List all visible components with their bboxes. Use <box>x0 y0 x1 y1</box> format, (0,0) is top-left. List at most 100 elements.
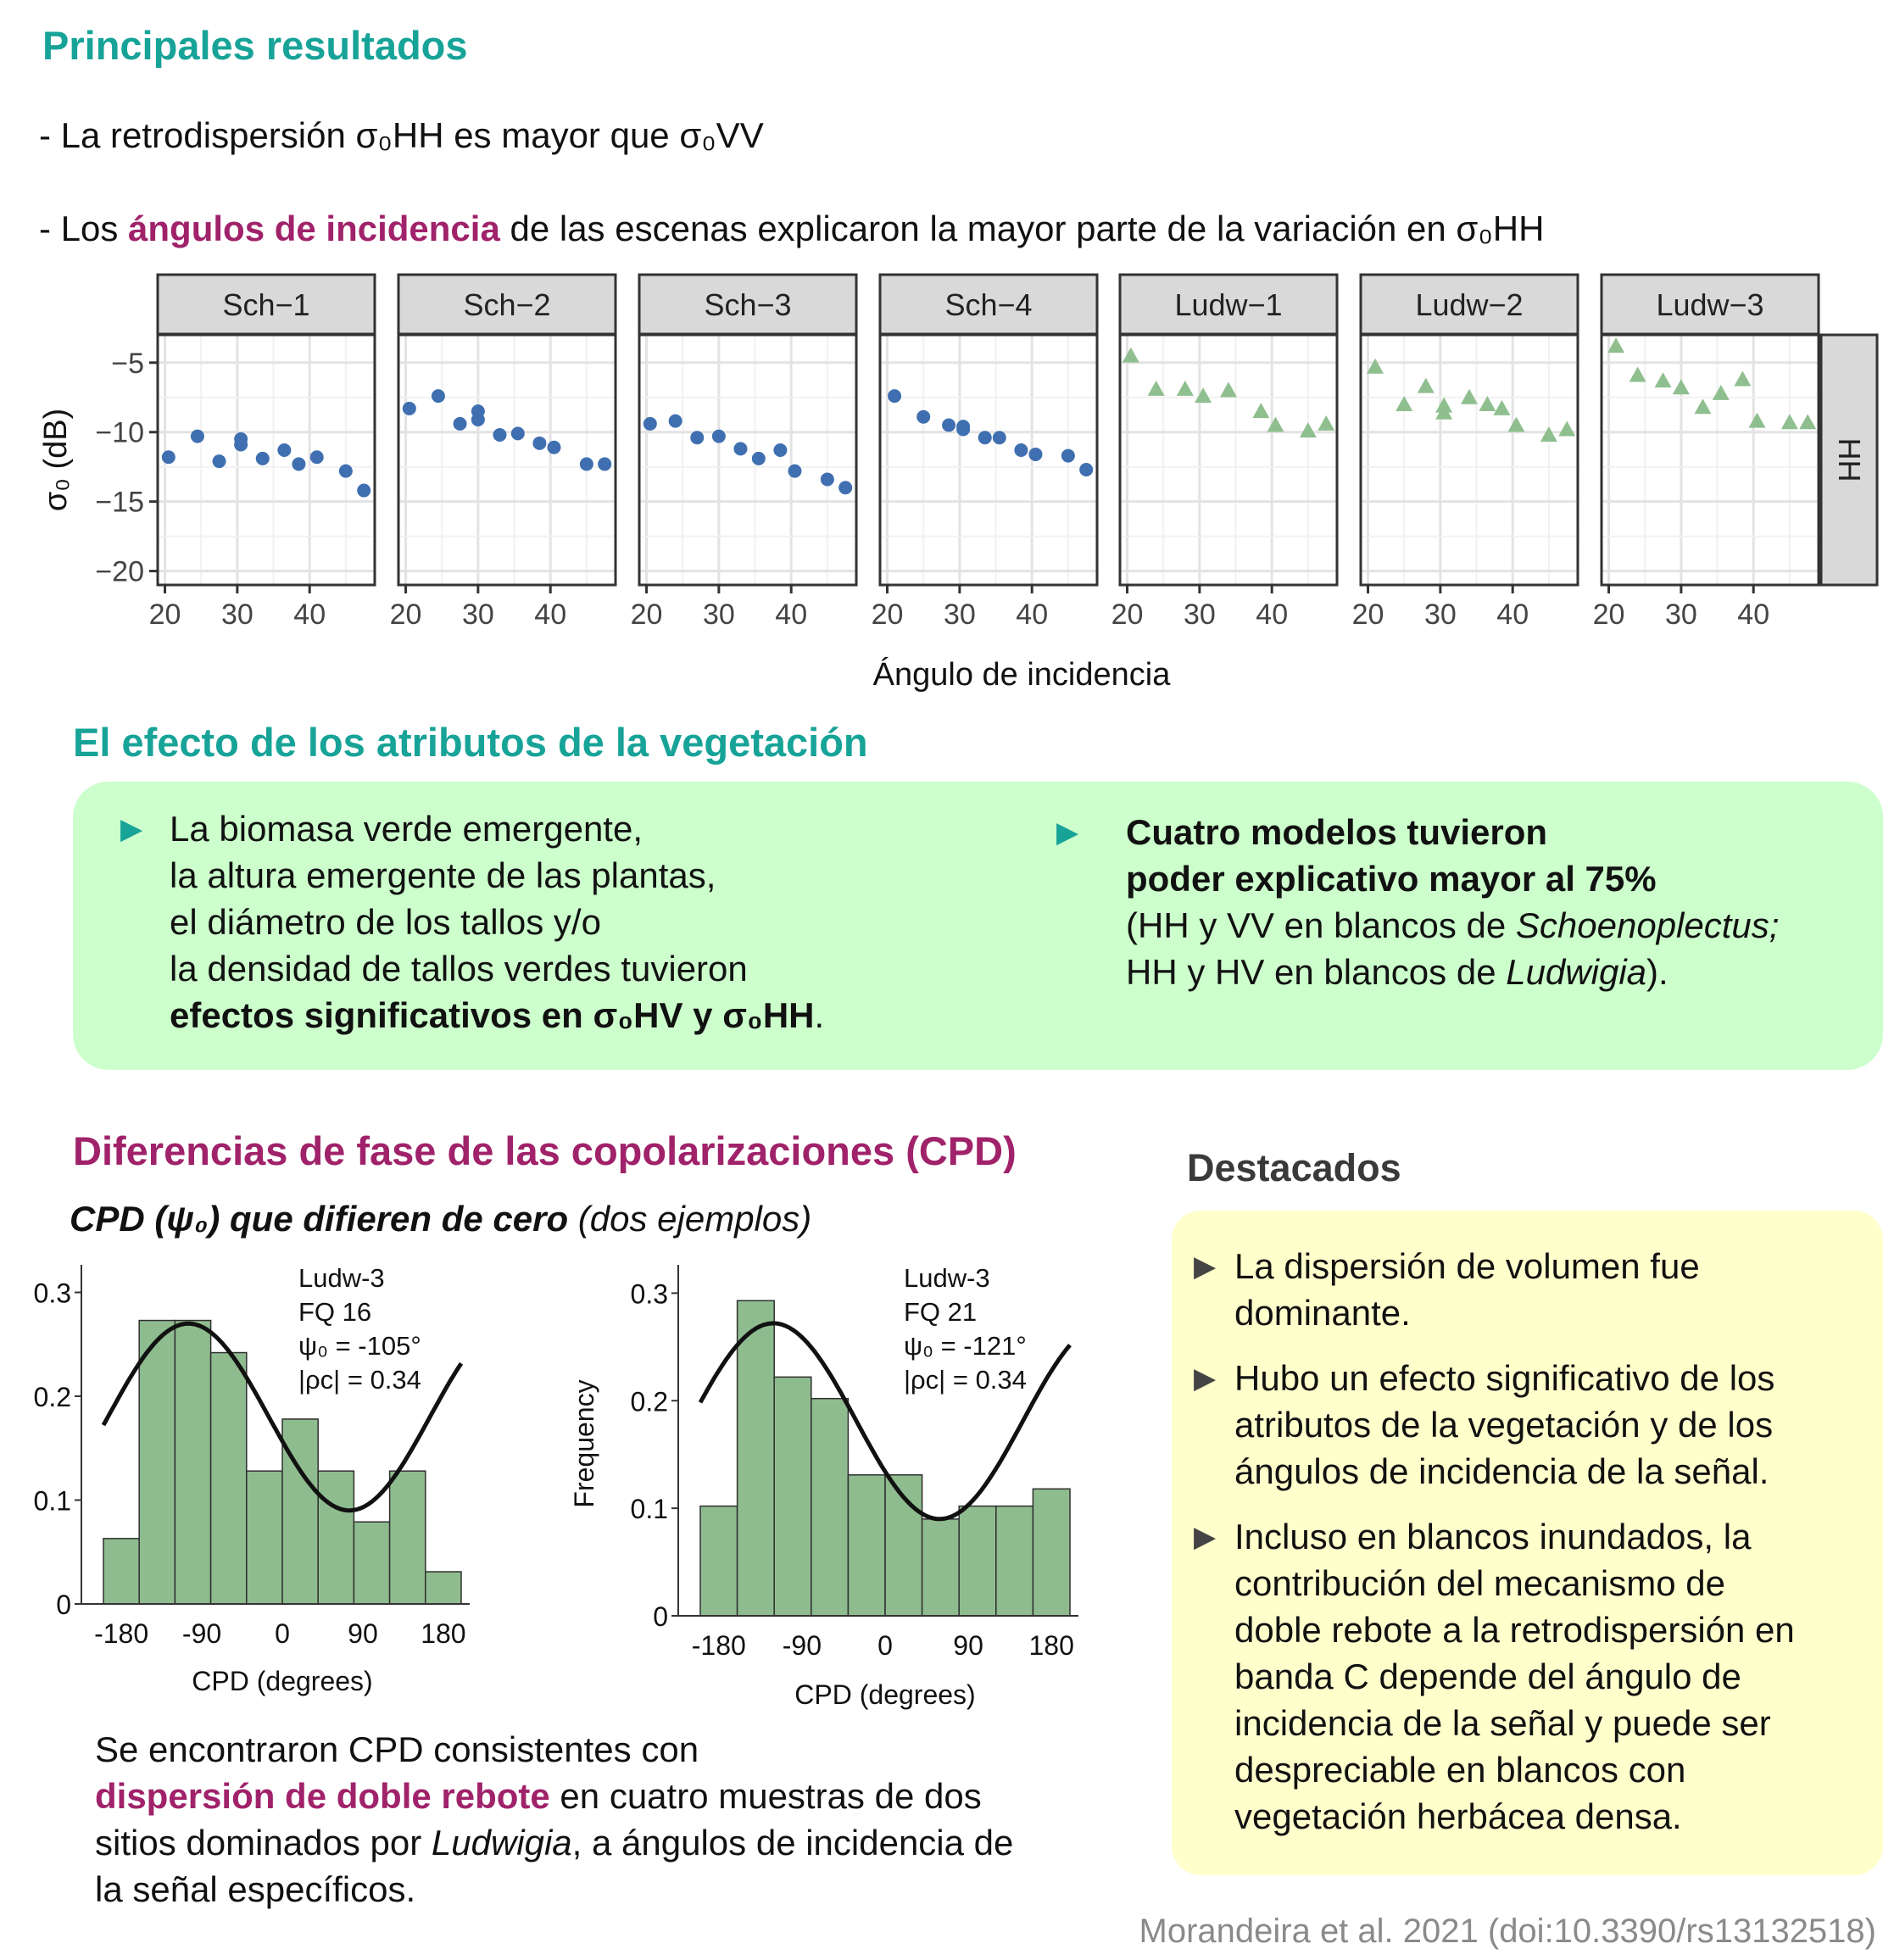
histogram-bar <box>847 1474 886 1617</box>
data-point <box>788 464 802 478</box>
histogram: 0 0.1 0.2 0.3 -180 -90 0 90 180 CPD (degrees) Ludw… <box>34 1263 470 1696</box>
highlight-item-1: ▶ La dispersión de volumen fue dominante… <box>1194 1243 1872 1336</box>
cpd-subtitle-italic: (dos ejemplos) <box>568 1199 812 1239</box>
data-point <box>1461 388 1478 404</box>
summary-3a: sitios dominados por <box>95 1823 432 1863</box>
x-tick-label: -180 <box>94 1618 148 1649</box>
data-point <box>1367 358 1384 374</box>
data-point <box>1318 415 1335 431</box>
histogram-bar <box>958 1505 997 1617</box>
hl2-l3: ángulos de incidencia de la señal. <box>1234 1451 1769 1491</box>
histogram-bar <box>353 1521 391 1605</box>
data-point <box>1079 462 1094 476</box>
left-bold: efectos significativos en σ₀HV y σ₀HH <box>170 995 815 1035</box>
right-l3i: Schoenoplectus; <box>1515 905 1780 945</box>
cpd-summary: Se encontraron CPD consistentes con disp… <box>95 1726 1013 1913</box>
facet-panel: Ludw−3 20 30 40 <box>1593 273 1820 631</box>
left-line-4: la densidad de tallos verdes tuvieron <box>170 949 748 988</box>
right-line-1: Cuatro modelos tuvieron <box>1126 812 1548 852</box>
data-point <box>1780 414 1798 430</box>
hl3-l3: doble rebote a la retrodispersión en <box>1234 1610 1795 1650</box>
summary-highlight: dispersión de doble rebote <box>95 1776 550 1816</box>
x-tick-label: 30 <box>1665 599 1697 631</box>
right-l4a: HH y HV en blancos de <box>1126 952 1507 992</box>
data-point <box>255 451 270 465</box>
vegetation-left-text: La biomasa verde emergente, la altura em… <box>170 805 824 1038</box>
vegetation-effect-box <box>73 782 1883 1070</box>
facet-border <box>878 333 1099 587</box>
x-tick-label: 30 <box>703 599 735 631</box>
facet-strip <box>156 273 376 336</box>
summary-3b: , a ángulos de incidencia de <box>571 1823 1014 1863</box>
x-tick-label: 40 <box>1496 599 1529 631</box>
highlight-item-3: ▶ Incluso en blancos inundados, la contr… <box>1194 1513 1872 1840</box>
left-line-2: la altura emergente de las plantas, <box>170 855 716 895</box>
hl3-l7: vegetación herbácea densa. <box>1234 1796 1682 1836</box>
data-point <box>453 416 467 431</box>
facet-plot-area <box>878 333 1099 587</box>
triangle-bullet-icon: ▶ <box>1194 1362 1217 1395</box>
data-point <box>161 450 175 465</box>
data-point <box>1654 372 1672 388</box>
hl3-l6: despreciable en blancos con <box>1234 1750 1686 1790</box>
histogram-bar <box>811 1397 850 1617</box>
data-point <box>1176 380 1194 396</box>
data-point <box>711 429 726 443</box>
triangle-bullet-icon: ▶ <box>1056 816 1079 849</box>
left-line-1: La biomasa verde emergente, <box>170 809 643 849</box>
data-point <box>773 443 788 458</box>
facet-panel: Sch−4 20 30 40 <box>872 273 1099 631</box>
facet-border <box>397 333 617 587</box>
histogram-bar <box>425 1571 462 1605</box>
facet-border <box>1118 333 1339 587</box>
data-point <box>1672 379 1690 395</box>
histogram-annotation: Ludw-3 <box>298 1263 385 1293</box>
section-title-cpd: Diferencias de fase de las copolarizacio… <box>73 1128 1017 1173</box>
facet-strip <box>397 273 617 336</box>
facet-strip <box>1600 273 1820 336</box>
data-point <box>1061 448 1075 463</box>
y-tick-label: −5 <box>111 348 144 380</box>
hl2-l2: atributos de la vegetación y de los <box>1234 1405 1774 1445</box>
histogram-bar <box>1032 1488 1071 1617</box>
y-tick-label: 0.1 <box>631 1494 668 1524</box>
facet-border <box>1600 333 1820 587</box>
x-tick-label: 30 <box>462 599 494 631</box>
data-point <box>1558 420 1576 437</box>
x-tick-label: 20 <box>872 599 904 631</box>
data-point <box>1195 387 1212 404</box>
data-point <box>309 450 324 465</box>
data-point <box>838 481 853 495</box>
facet-strip-label: Sch−4 <box>944 287 1032 322</box>
data-point <box>916 409 931 424</box>
histogram-bar <box>995 1505 1034 1617</box>
data-point <box>1799 414 1817 430</box>
left-line-5: efectos significativos en σ₀HV y σ₀HH. <box>170 992 824 1038</box>
data-point <box>992 431 1006 445</box>
histogram-bar <box>921 1518 960 1617</box>
x-tick-label: 40 <box>1737 599 1769 631</box>
x-tick-label: 20 <box>1352 599 1384 631</box>
data-point <box>1712 384 1730 400</box>
data-point <box>547 440 561 454</box>
x-tick-label: -90 <box>783 1630 822 1661</box>
facet-panel: Sch−1 20 30 40 <box>149 273 376 631</box>
histogram-bar <box>699 1505 738 1617</box>
histogram: 0 0.1 0.2 0.3 -180 -90 0 90 180 CPD (degrees) Freq… <box>569 1263 1078 1710</box>
x-tick-label: 0 <box>877 1630 893 1661</box>
data-point <box>598 457 612 471</box>
highlight-item-2: ▶ Hubo un efecto significativo de los at… <box>1194 1355 1872 1495</box>
x-tick-label: 40 <box>775 599 807 631</box>
highlights-list: ▶ La dispersión de volumen fue dominante… <box>1194 1243 1872 1840</box>
histogram-bar <box>103 1538 140 1605</box>
x-tick-label: -90 <box>182 1618 221 1649</box>
histogram-annotation: |ρc| = 0.34 <box>298 1365 421 1395</box>
x-tick-label: 30 <box>1184 599 1216 631</box>
histogram-annotation: |ρc| = 0.34 <box>904 1365 1027 1395</box>
x-tick-label: 20 <box>390 599 422 631</box>
data-point <box>532 436 547 450</box>
hl3-l5: incidencia de la señal y puede ser <box>1234 1703 1771 1743</box>
x-tick-label: 0 <box>275 1618 290 1649</box>
x-tick-label: 20 <box>1111 599 1144 631</box>
data-point <box>338 464 353 478</box>
